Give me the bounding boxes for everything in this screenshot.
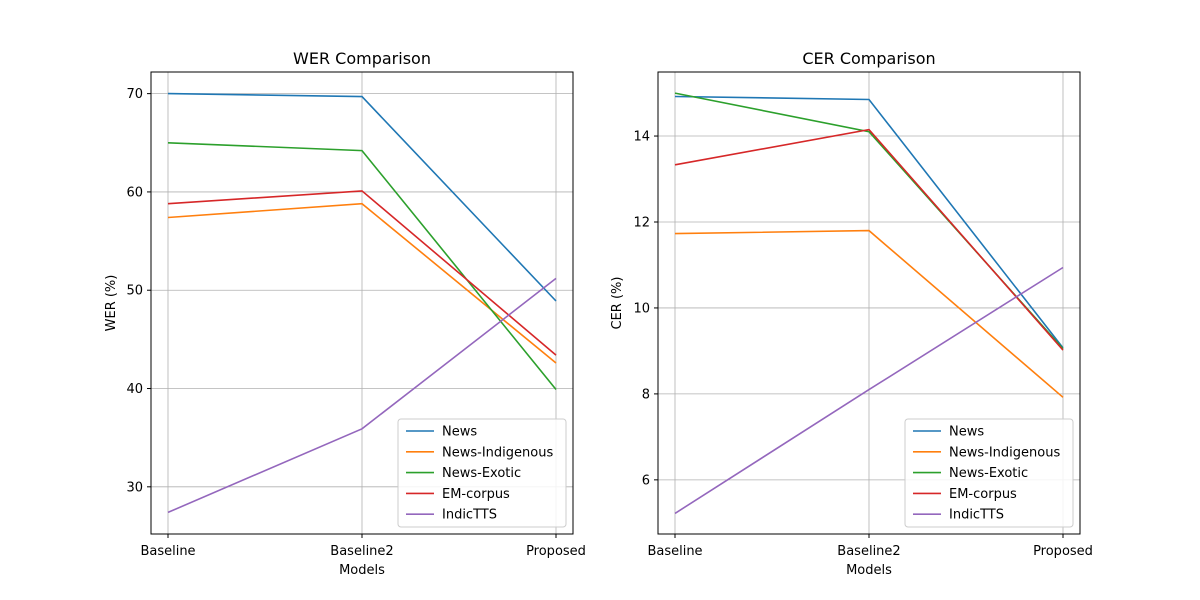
cer-legend-label-em-corpus: EM-corpus [949, 487, 1017, 502]
cer-y-tick-label: 12 [633, 215, 650, 230]
wer-series-line-indictts [167, 277, 557, 514]
wer-y-tick-label: 60 [126, 185, 143, 200]
wer-y-tick-label: 50 [126, 284, 143, 299]
wer-x-tick-label: Baseline2 [330, 544, 393, 559]
cer-y-axis-label: CER (%) [610, 277, 625, 330]
cer-chart-panel: Baseline Baseline2 Proposed 6 8 10 12 14 CER Com… [610, 49, 1093, 578]
cer-x-tick-label: Baseline2 [837, 544, 900, 559]
wer-legend-label-news: News [442, 425, 477, 440]
wer-series-line-em-corpus [167, 190, 557, 356]
wer-series-line-news-exotic [167, 142, 557, 391]
wer-legend: News News-Indigenous News-Exotic EM-corpus I… [397, 418, 567, 528]
wer-x-axis-label: Models [339, 563, 385, 578]
cer-x-axis-label: Models [846, 563, 892, 578]
wer-legend-box [397, 418, 567, 528]
cer-legend: News News-Indigenous News-Exotic EM-corpus I… [904, 418, 1074, 528]
cer-series-line-news [674, 95, 1064, 349]
cer-series-line-em-corpus [674, 128, 1064, 351]
cer-x-tick-label: Baseline [647, 544, 702, 559]
cer-chart-title: CER Comparison [802, 49, 935, 68]
cer-series-line-indictts [674, 266, 1064, 515]
wer-chart-panel: Baseline Baseline2 Proposed 30 40 50 60 70 WER C… [104, 49, 586, 578]
wer-y-tick-label: 70 [126, 87, 143, 102]
wer-y-tick-label: 40 [126, 382, 143, 397]
wer-series-line-news [167, 92, 557, 302]
cer-legend-label-news-exotic: News-Exotic [949, 466, 1028, 481]
wer-legend-label-news-indigenous: News-Indigenous [442, 445, 553, 460]
wer-y-axis-label: WER (%) [104, 275, 119, 332]
cer-y-tick-label: 14 [633, 130, 650, 145]
wer-x-tick-label: Baseline [140, 544, 195, 559]
cer-legend-label-indictts: IndicTTS [949, 508, 1004, 523]
cer-legend-box [904, 418, 1074, 528]
wer-legend-label-indictts: IndicTTS [442, 508, 497, 523]
cer-legend-label-news: News [949, 425, 984, 440]
wer-chart-title: WER Comparison [293, 49, 431, 68]
wer-y-tick-label: 30 [126, 480, 143, 495]
cer-y-tick-label: 10 [633, 301, 650, 316]
cer-y-tick-label: 8 [642, 387, 650, 402]
cer-legend-label-news-indigenous: News-Indigenous [949, 445, 1060, 460]
wer-legend-label-news-exotic: News-Exotic [442, 466, 521, 481]
cer-x-tick-label: Proposed [1033, 544, 1093, 559]
cer-y-tick-label: 6 [642, 473, 650, 488]
wer-x-tick-label: Proposed [526, 544, 586, 559]
wer-legend-label-em-corpus: EM-corpus [442, 487, 510, 502]
cer-series-line-news-indigenous [674, 229, 1064, 398]
